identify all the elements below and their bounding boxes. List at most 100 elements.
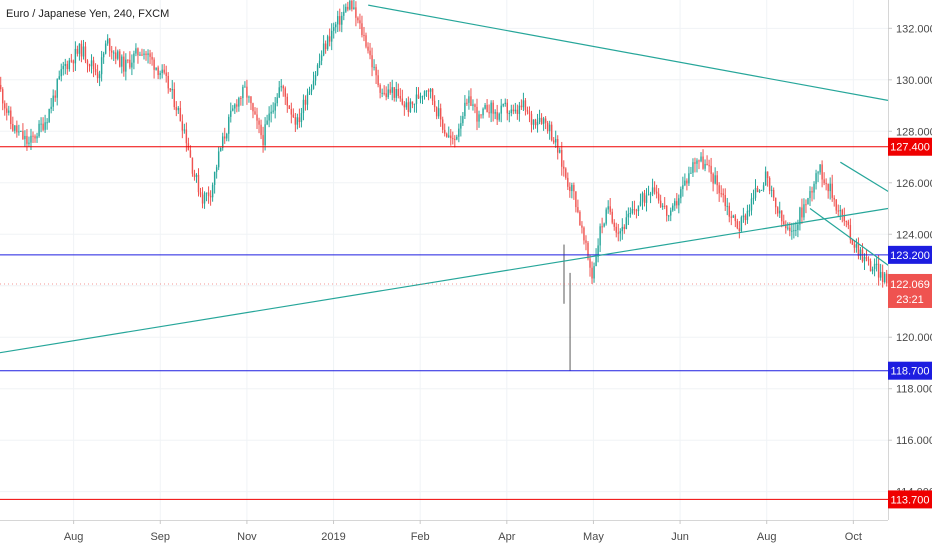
candle-body	[847, 221, 850, 226]
candle-body	[429, 88, 432, 92]
candle-body	[92, 60, 95, 70]
candle-body	[678, 198, 680, 206]
candle-body	[859, 249, 862, 256]
candle-body	[219, 147, 222, 152]
candle-body	[403, 104, 406, 108]
candle-body	[165, 72, 167, 76]
candle-body	[500, 105, 502, 114]
countdown-label: 23:21	[896, 294, 924, 306]
candle-body	[395, 89, 397, 98]
candle-body	[125, 59, 127, 72]
candle-body	[744, 215, 747, 221]
candle-body	[175, 107, 177, 111]
candle-body	[740, 217, 743, 232]
candle-body	[750, 198, 753, 211]
candle-body	[720, 193, 722, 195]
candle-body	[454, 138, 456, 140]
candle-body	[236, 104, 238, 107]
candle-body	[437, 108, 440, 117]
candle-body	[185, 129, 188, 144]
candle-body	[460, 123, 462, 129]
candle-body	[795, 230, 797, 232]
candle-body	[262, 135, 264, 146]
candle-body	[690, 172, 692, 174]
candle-body	[351, 0, 353, 10]
candle-body	[559, 150, 561, 153]
candle-body	[486, 104, 488, 113]
candle-body	[617, 232, 619, 234]
candle-body	[659, 200, 662, 207]
candle-body	[645, 195, 648, 203]
candle-body	[433, 100, 436, 108]
candle-body	[498, 113, 500, 120]
candle-body	[365, 35, 367, 47]
candle-body	[688, 173, 690, 184]
candle-body	[70, 60, 73, 62]
candle-body	[288, 105, 291, 109]
candle-body	[421, 95, 424, 97]
candle-body	[649, 193, 652, 195]
x-tick-label: Nov	[237, 531, 257, 543]
candle-body	[290, 108, 293, 115]
candle-body	[450, 135, 452, 139]
candle-body	[155, 67, 157, 70]
candle-body	[762, 185, 765, 190]
candle-body	[167, 75, 169, 89]
candle-body	[801, 207, 803, 218]
candle-body	[193, 173, 196, 177]
candle-body	[488, 112, 490, 114]
candle-body	[666, 205, 668, 216]
candle-body	[458, 128, 460, 137]
candle-body	[470, 96, 472, 106]
time-axis[interactable]: Aug Sep Nov 2019 Feb Apr May Jun Aug Oct	[64, 520, 862, 543]
candle-body	[8, 110, 10, 113]
candle-body	[308, 91, 311, 95]
candle-body	[312, 80, 315, 89]
candle-body	[833, 197, 835, 200]
candle-body	[714, 175, 716, 184]
candle-body	[508, 112, 510, 114]
candle-body	[111, 50, 113, 53]
candle-body	[805, 204, 807, 206]
candle-body	[373, 66, 375, 68]
candle-body	[764, 171, 767, 186]
y-tick-label: 132.000	[896, 23, 932, 35]
candle-body	[310, 88, 313, 92]
candle-body	[783, 221, 785, 225]
candle-body	[609, 206, 611, 212]
candle-body	[401, 98, 404, 105]
candle-body	[258, 120, 260, 125]
candle-body	[417, 94, 420, 99]
candle-body	[518, 105, 521, 114]
candle-body	[300, 113, 303, 123]
candle-body	[452, 138, 454, 140]
candle-body	[44, 122, 46, 130]
candle-body	[623, 226, 626, 229]
candle-body	[849, 225, 852, 240]
candle-body	[38, 123, 40, 137]
candle-body	[807, 198, 809, 205]
candle-body	[476, 106, 478, 122]
candle-body	[781, 210, 783, 222]
candle-body	[712, 173, 714, 184]
candle-body	[601, 226, 603, 228]
candle-body	[696, 160, 698, 164]
candle-body	[171, 88, 173, 91]
candle-body	[330, 30, 333, 42]
candle-body	[90, 60, 93, 67]
candle-body	[197, 174, 200, 193]
candle-body	[815, 173, 817, 184]
candle-body	[785, 224, 787, 229]
candle-body	[875, 263, 878, 265]
candle-body	[28, 142, 30, 144]
candle-body	[274, 103, 276, 111]
drawn-lines	[0, 4, 888, 500]
candle-body	[244, 86, 246, 88]
candle-body	[131, 62, 133, 68]
candle-body	[520, 105, 523, 108]
candle-body	[66, 63, 69, 70]
candle-body	[819, 164, 821, 173]
x-tick-label: Jun	[671, 531, 689, 543]
candle-body	[702, 156, 704, 169]
candle-body	[302, 99, 305, 114]
